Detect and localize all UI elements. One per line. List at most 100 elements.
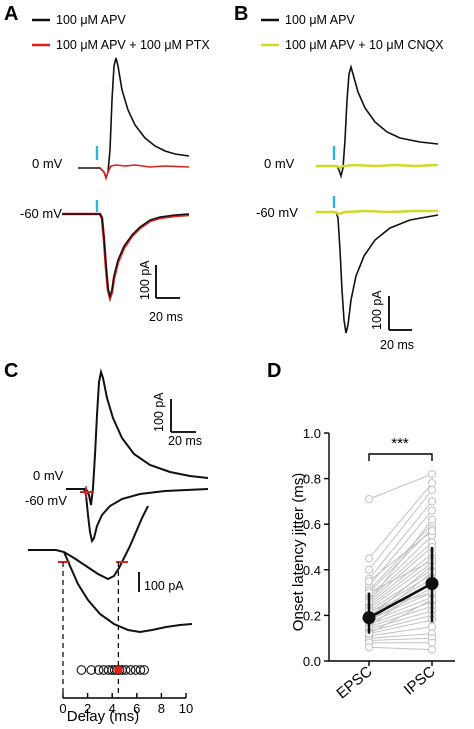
delay-axis: 0 2 4 6 8 10	[59, 693, 193, 716]
ipsc-point-0	[427, 469, 437, 479]
jitter-tick-label-3: 0.6	[303, 517, 321, 532]
onset-dashes	[62, 562, 119, 698]
trace-b-60mv-apv	[316, 211, 439, 334]
trace-c-expanded-lower	[63, 551, 193, 634]
pair-line-31	[368, 564, 433, 619]
legend-a-label-1: 100 μM APV	[56, 13, 126, 27]
scale-b-pa-label: 100 pA	[370, 290, 384, 330]
delay-point-0	[76, 665, 87, 675]
delay-axis-title: Delay (ms)	[67, 708, 140, 725]
voltage-label-c-0mv: 0 mV	[33, 468, 64, 483]
voltage-label-a-0mv: 0 mV	[32, 156, 63, 171]
epsc-point-29	[364, 643, 374, 652]
trace-c-expanded-upper	[28, 505, 149, 581]
panel-d-letter: D	[267, 360, 281, 382]
pair-line-9	[368, 546, 433, 603]
delay-tick-label-4: 8	[158, 701, 165, 716]
pair-line-10	[368, 553, 433, 605]
scale-b-ms-label: 20 ms	[380, 338, 414, 352]
significance-bracket	[368, 453, 433, 461]
legend-b-label-2: 100 μM APV + 10 μM CNQX	[285, 38, 444, 52]
delay-point-3	[98, 665, 109, 675]
delay-points	[76, 665, 150, 675]
pair-line-22	[368, 610, 433, 630]
pair-line-37	[368, 571, 433, 623]
scale-c-expanded-label: 100 pA	[144, 579, 184, 593]
pair-line-8	[368, 542, 433, 600]
pair-line-25	[368, 626, 433, 637]
mean-summary	[362, 547, 439, 634]
ipsc-point-1	[427, 479, 437, 488]
trace-b-0mv-apv	[316, 64, 439, 179]
pair-line-34	[368, 560, 433, 594]
trace-c-0mv	[66, 368, 209, 506]
jitter-tick-label-2: 0.4	[303, 563, 321, 578]
delay-point-1	[86, 665, 97, 675]
category-label-epsc: EPSC	[333, 663, 375, 702]
scale-a-pa-label: 100 pA	[138, 260, 152, 300]
voltage-label-b-0mv: 0 mV	[264, 156, 295, 171]
epsc-point-1	[364, 554, 374, 563]
pair-line-26	[368, 633, 433, 639]
ipsc-point-2	[427, 485, 437, 495]
delay-tick-label-5: 10	[179, 701, 193, 716]
epsc-point-2	[364, 565, 374, 574]
voltage-label-c-60mv: -60 mV	[25, 493, 67, 508]
delay-tick-label-0: 0	[59, 701, 66, 716]
pair-line-29	[368, 646, 433, 651]
pair-line-36	[368, 530, 433, 582]
scale-c-ms-label: 20 ms	[168, 434, 202, 448]
jitter-tick-label-5: 1.0	[303, 426, 321, 441]
jitter-tick-label-0: 0.0	[303, 654, 321, 669]
panel-b: B 100 μM APV 100 μM APV + 10 μM CNQX 0 m…	[234, 3, 444, 352]
delay-point-13	[135, 665, 146, 675]
panel-d: D Onset latency jitter (ms) 0.0 0.2 0.4 0.6…	[267, 360, 455, 702]
pair-line-18	[368, 592, 433, 621]
pair-line-33	[368, 519, 433, 603]
ipsc-point-33	[427, 515, 437, 524]
trace-b-0mv-cnqx	[316, 163, 439, 170]
pair-line-13	[368, 569, 433, 612]
delay-tick-label-3: 6	[133, 701, 140, 716]
pair-line-23	[368, 614, 433, 632]
pair-line-27	[368, 637, 433, 641]
mean-point-ipsc	[425, 576, 439, 590]
delay-point-14	[139, 665, 150, 675]
panel-a: A 100 μM APV 100 μM APV + 100 μM PTX 0 m…	[4, 3, 210, 324]
voltage-label-b-60mv: -60 mV	[256, 205, 298, 220]
ipsc-point-28	[427, 638, 437, 647]
delay-tick-label-2: 4	[109, 701, 116, 716]
mean-point-epsc	[362, 611, 376, 625]
pair-line-24	[368, 619, 433, 635]
delay-point-11	[125, 665, 136, 675]
trace-b-60mv-cnqx	[316, 209, 438, 216]
significance-label: ***	[391, 435, 409, 452]
category-label-ipsc: IPSC	[401, 663, 439, 699]
ipsc-point-36	[427, 526, 437, 536]
pair-line-19	[368, 596, 433, 623]
mean-line	[368, 582, 433, 619]
voltage-label-a-60mv: -60 mV	[20, 206, 62, 221]
pair-line-35	[368, 599, 433, 635]
panel-c-letter: C	[4, 360, 18, 382]
panel-a-letter: A	[4, 3, 18, 25]
epsc-point-36	[364, 577, 374, 586]
delay-point-2	[93, 665, 104, 675]
trace-a-0mv-ptx	[99, 164, 190, 181]
pair-line-3	[368, 501, 433, 580]
jitter-axis-title: Onset latency jitter (ms)	[290, 473, 307, 631]
epsc-point-0	[364, 495, 374, 504]
scale-a-ms-label: 20 ms	[149, 310, 183, 324]
pair-line-12	[368, 562, 433, 609]
jitter-tick-label-1: 0.2	[303, 608, 321, 623]
ipsc-point-29	[427, 645, 437, 654]
trace-c-60mv	[66, 488, 209, 544]
jitter-tick-label-4: 0.8	[303, 472, 321, 487]
delay-point-12	[130, 665, 141, 675]
ipsc-point-3	[427, 497, 437, 506]
pair-line-5	[368, 523, 433, 591]
legend-a-label-2: 100 μM APV + 100 μM PTX	[56, 38, 210, 52]
pair-line-0	[368, 473, 433, 500]
